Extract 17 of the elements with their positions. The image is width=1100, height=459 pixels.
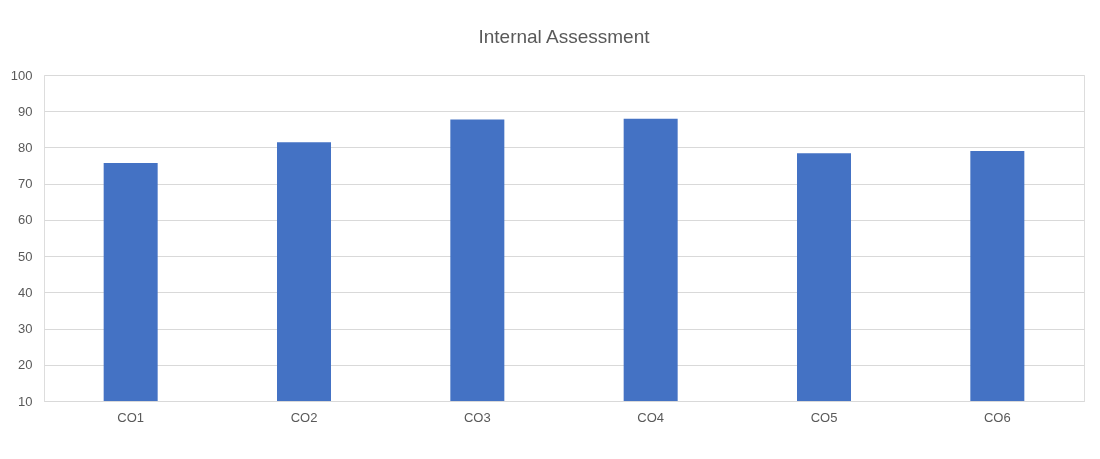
y-tick-label: 80 [18,139,33,155]
y-tick-label: 20 [18,357,33,373]
y-tick-label: 60 [18,212,33,228]
x-tick-label: CO1 [117,409,145,425]
y-tick-label: 10 [18,393,33,409]
x-tick-label: CO6 [983,409,1011,425]
y-tick-label: 90 [18,103,33,119]
y-tick-label: 100 [10,67,33,83]
y-tick-label: 70 [18,176,33,192]
y-tick-label: 50 [18,248,33,264]
chart-title: Internal Assessment [478,26,651,47]
x-tick-label: CO5 [810,409,838,425]
y-tick-label: 40 [18,284,33,300]
y-tick-label: 30 [18,321,33,337]
x-tick-label: CO4 [637,409,665,425]
x-tick-label: CO2 [290,409,318,425]
x-tick-label: CO3 [463,409,491,425]
